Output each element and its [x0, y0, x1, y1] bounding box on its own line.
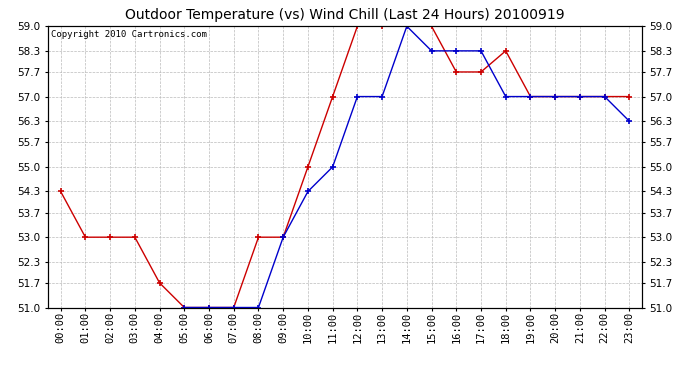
Text: Copyright 2010 Cartronics.com: Copyright 2010 Cartronics.com: [51, 30, 207, 39]
Text: Outdoor Temperature (vs) Wind Chill (Last 24 Hours) 20100919: Outdoor Temperature (vs) Wind Chill (Las…: [125, 8, 565, 21]
